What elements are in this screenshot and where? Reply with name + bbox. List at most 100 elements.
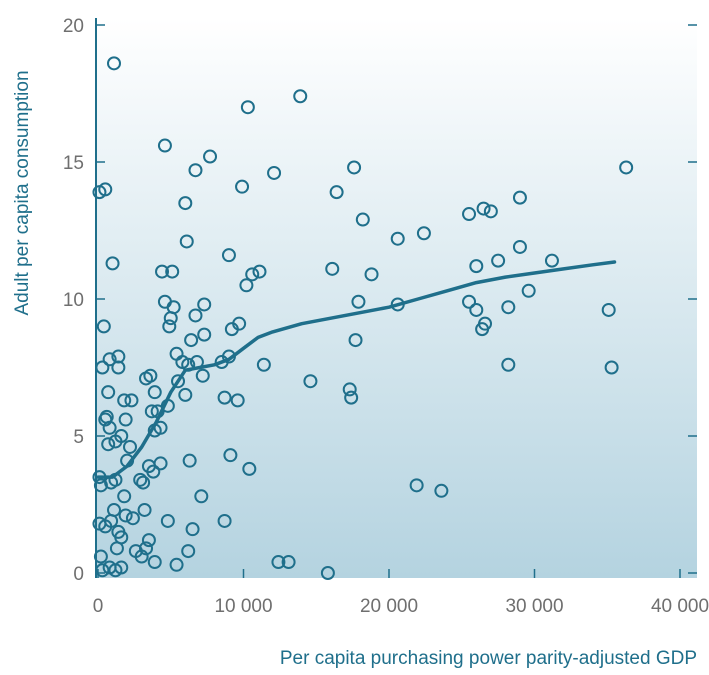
data-point	[364, 267, 379, 282]
data-point	[123, 439, 138, 454]
data-point	[102, 352, 117, 367]
data-point	[512, 190, 527, 205]
data-point	[118, 508, 133, 523]
data-point	[604, 360, 619, 375]
y-tick-label: 15	[63, 153, 84, 174]
x-tick-label: 40 000	[651, 596, 709, 617]
data-point	[390, 231, 405, 246]
x-tick-label: 10 000	[214, 596, 272, 617]
data-point	[239, 278, 254, 293]
data-point	[147, 555, 162, 570]
data-point	[134, 549, 149, 564]
y-axis-ticks: 0 5 10 15 20	[63, 16, 697, 585]
data-point	[136, 475, 151, 490]
data-point	[157, 138, 172, 153]
data-point	[483, 204, 498, 219]
data-point	[102, 420, 117, 435]
data-point	[105, 256, 120, 271]
data-point	[117, 489, 132, 504]
data-point	[245, 267, 260, 282]
y-tick-label: 10	[63, 290, 84, 311]
data-point	[355, 212, 370, 227]
y-axis-title: Adult per capita consumption	[12, 70, 33, 315]
data-point	[96, 319, 111, 334]
data-point	[133, 472, 148, 487]
data-point	[303, 374, 318, 389]
data-point	[491, 253, 506, 268]
data-point	[95, 360, 110, 375]
y-tick-label: 20	[63, 16, 84, 37]
data-point	[147, 385, 162, 400]
data-point	[165, 264, 180, 279]
x-tick-label: 30 000	[505, 596, 563, 617]
data-point	[93, 549, 108, 564]
data-point	[409, 478, 424, 493]
data-point	[462, 207, 477, 222]
data-point	[143, 368, 158, 383]
data-point	[256, 357, 271, 372]
data-point	[93, 478, 108, 493]
data-point	[521, 283, 536, 298]
data-point	[342, 382, 357, 397]
data-point	[169, 557, 184, 572]
data-point	[501, 300, 516, 315]
data-point	[240, 100, 255, 115]
trend-line	[96, 260, 617, 479]
data-point	[162, 319, 177, 334]
data-point	[155, 264, 170, 279]
data-point	[111, 524, 126, 539]
data-point	[98, 412, 113, 427]
data-point	[281, 555, 296, 570]
data-point	[101, 385, 116, 400]
data-point	[501, 357, 516, 372]
data-point	[153, 456, 168, 471]
data-point	[109, 541, 124, 556]
data-point	[181, 544, 196, 559]
data-point	[118, 412, 133, 427]
data-point	[416, 226, 431, 241]
data-point	[329, 185, 344, 200]
data-point	[195, 368, 210, 383]
y-tick-label: 5	[73, 427, 84, 448]
data-point	[223, 448, 238, 463]
data-point	[178, 196, 193, 211]
data-point	[107, 56, 122, 71]
data-point	[160, 513, 175, 528]
data-point	[293, 89, 308, 104]
data-point	[137, 502, 152, 517]
data-point	[469, 259, 484, 274]
data-point	[242, 461, 257, 476]
data-point	[139, 541, 154, 556]
data-point	[185, 522, 200, 537]
data-point	[217, 390, 232, 405]
data-point	[351, 294, 366, 309]
data-point	[325, 261, 340, 276]
y-tick-label: 0	[73, 564, 84, 585]
data-point	[125, 511, 140, 526]
data-point	[114, 429, 129, 443]
data-point	[252, 264, 267, 279]
data-point	[217, 513, 232, 528]
x-axis-ticks: 0 10 000 20 000 30 000 40 000	[93, 569, 709, 617]
data-point	[188, 163, 203, 178]
data-point	[184, 333, 199, 348]
data-point	[235, 179, 250, 194]
data-point	[194, 489, 209, 504]
x-tick-label: 20 000	[360, 596, 418, 617]
data-point	[267, 165, 282, 180]
data-point	[95, 563, 110, 578]
data-point	[347, 160, 362, 175]
x-tick-label: 0	[93, 596, 104, 617]
data-point	[111, 349, 126, 364]
data-point	[141, 533, 156, 548]
data-point	[178, 387, 193, 402]
data-point	[144, 404, 159, 419]
data-point	[101, 437, 116, 452]
data-point	[478, 316, 493, 331]
data-point	[320, 566, 335, 580]
data-point	[230, 393, 245, 408]
data-point	[188, 308, 203, 323]
data-point	[434, 483, 449, 498]
data-point	[171, 374, 186, 389]
